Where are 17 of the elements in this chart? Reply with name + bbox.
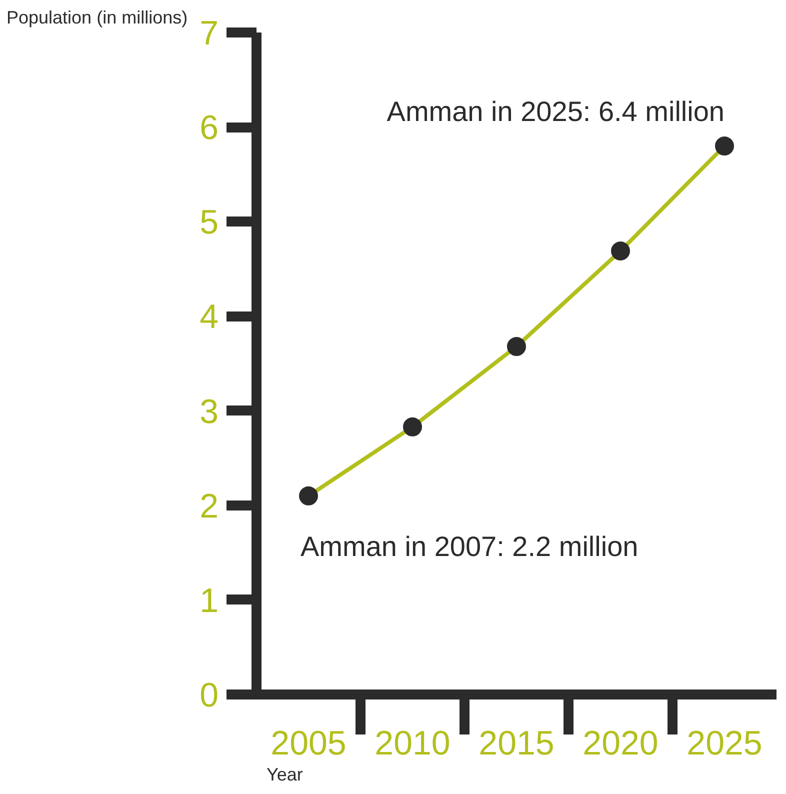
y-axis-title: Population (in millions) xyxy=(6,8,188,28)
y-tick-label: 6 xyxy=(200,109,219,148)
annotation: Amman in 2007: 2.2 million xyxy=(300,531,638,562)
x-tick-label: 2015 xyxy=(478,724,554,762)
y-tick-label: 1 xyxy=(200,582,219,620)
y-tick-label: 3 xyxy=(200,392,219,431)
x-tick-label: 2010 xyxy=(374,724,450,762)
x-tick-label: 2025 xyxy=(686,724,762,762)
x-tick-label: 2020 xyxy=(582,724,658,762)
annotation: Amman in 2025: 6.4 million xyxy=(386,96,725,128)
y-tick-label: 0 xyxy=(200,676,219,714)
y-tick-label: 2 xyxy=(200,487,219,526)
x-tick-label: 2005 xyxy=(270,724,346,762)
y-tick-label: 7 xyxy=(200,14,219,52)
y-tick-label: 4 xyxy=(200,298,219,336)
y-tick-label: 5 xyxy=(200,204,219,242)
x-axis-title: Year xyxy=(266,764,303,784)
